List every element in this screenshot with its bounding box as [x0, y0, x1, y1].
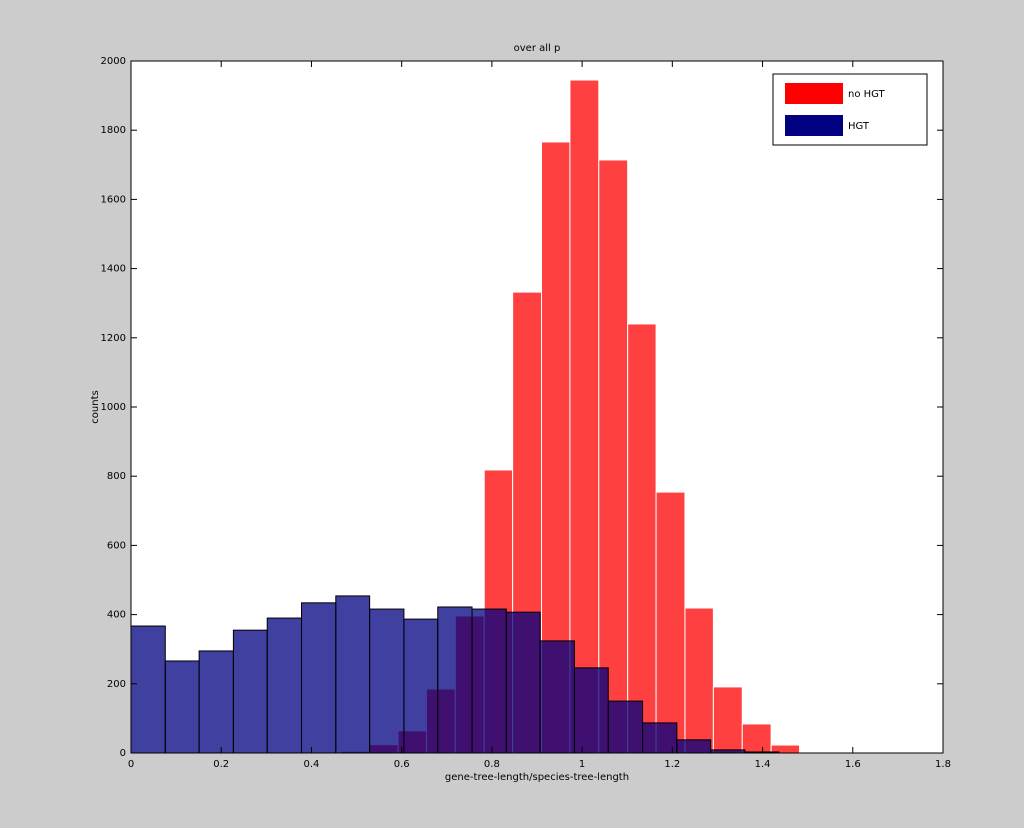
y-tick-label: 1400: [101, 264, 126, 275]
y-tick-label: 1600: [101, 194, 126, 205]
x-axis-label: gene-tree-length/species-tree-length: [445, 772, 629, 783]
histogram-bar: [369, 608, 405, 754]
histogram-bar: [676, 739, 712, 754]
histogram-bar: [232, 629, 268, 754]
y-tick-label: 600: [107, 540, 126, 551]
histogram-bar: [655, 491, 686, 754]
histogram-bar: [712, 686, 743, 754]
x-tick-label: 0.6: [394, 759, 410, 770]
x-tick-label: 0: [128, 759, 134, 770]
histogram-bar: [684, 607, 714, 754]
legend-label: no HGT: [848, 89, 886, 100]
legend-swatch: [785, 83, 843, 104]
x-tick-label: 1.2: [664, 759, 680, 770]
histogram-bar: [301, 602, 337, 754]
histogram-bar: [130, 625, 166, 754]
x-tick-label: 1: [579, 759, 585, 770]
y-tick-label: 800: [107, 471, 126, 482]
y-tick-label: 200: [107, 679, 126, 690]
legend-swatch: [785, 115, 843, 136]
y-tick-label: 1800: [101, 125, 126, 136]
histogram-bar: [607, 700, 644, 754]
x-tick-label: 0.2: [213, 759, 229, 770]
histogram-bar: [403, 618, 439, 754]
legend-label: HGT: [848, 121, 870, 132]
y-tick-label: 2000: [101, 56, 126, 67]
x-tick-label: 1.8: [935, 759, 951, 770]
histogram-bar: [598, 159, 629, 754]
histogram-bar: [539, 640, 575, 754]
histogram-bar: [471, 608, 507, 754]
histogram-bar: [198, 650, 234, 754]
histogram-bar: [741, 723, 772, 754]
histogram-bar: [437, 606, 473, 754]
x-tick-label: 0.8: [484, 759, 500, 770]
chart-title: over all p: [514, 43, 561, 54]
y-axis-label: counts: [90, 390, 101, 423]
y-tick-label: 1000: [101, 402, 126, 413]
x-tick-label: 0.4: [303, 759, 319, 770]
histogram-bar: [505, 611, 541, 754]
y-tick-label: 0: [120, 748, 126, 759]
histogram-bar: [335, 595, 371, 754]
x-tick-label: 1.6: [845, 759, 861, 770]
histogram-bar: [627, 323, 657, 754]
histogram-bar: [164, 660, 200, 754]
y-tick-label: 400: [107, 610, 126, 621]
x-tick-label: 1.4: [755, 759, 771, 770]
histogram-bar: [266, 617, 303, 754]
histogram-bar: [573, 667, 609, 754]
histogram-bar: [642, 722, 678, 754]
y-tick-label: 1200: [101, 333, 126, 344]
